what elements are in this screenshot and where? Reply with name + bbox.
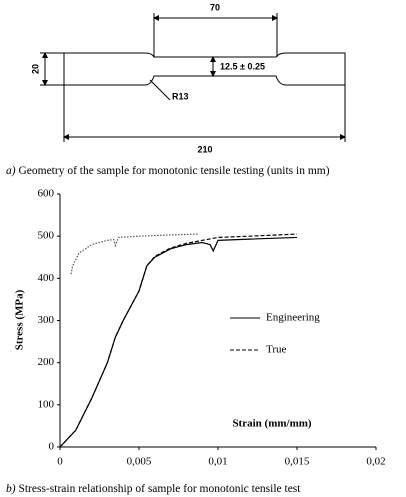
series-line [70,233,200,275]
y-tick-label: 600 [38,188,55,200]
y-tick-label: 200 [38,356,55,368]
x-tick-label: 0,01 [208,456,227,468]
specimen-drawing [40,13,346,142]
legend-label: True [266,344,286,356]
x-tick-label: 0 [57,456,63,468]
caption: b) Stress-strain relationship of sample … [6,483,301,495]
dimension-label: 210 [197,144,212,154]
caption-text: Stress-strain relationship of sample for… [18,483,301,495]
x-axis-label: Strain (mm/mm) [232,418,311,430]
dimension-label: R13 [172,91,189,101]
x-tick-label: 0,015 [285,456,310,468]
y-tick-label: 400 [38,272,55,284]
series-line [59,233,298,448]
chart: Strain (mm/mm) Stress (MPa) 0 100 200 300 40… [14,188,386,468]
legend-label: Engineering [266,312,320,324]
x-tick-label: 0,005 [127,456,152,468]
x-tick-label: 0,02 [366,456,385,468]
y-tick-label: 0 [49,441,55,453]
dimension-label: 70 [210,2,220,12]
caption: a) Geometry of the sample for monotonic … [6,165,330,177]
caption-label: a) [6,165,16,177]
dimension-label: 20 [30,64,40,74]
y-tick-label: 300 [38,314,55,326]
series-line [59,236,298,448]
dimension-label: 12.5 ± 0.25 [220,61,265,71]
y-tick-label: 100 [38,398,55,410]
y-axis-label: Stress (MPa) [14,289,26,350]
caption-label: b) [6,483,16,495]
caption-text: Geometry of the sample for monotonic ten… [18,165,329,177]
y-tick-label: 500 [38,230,55,242]
